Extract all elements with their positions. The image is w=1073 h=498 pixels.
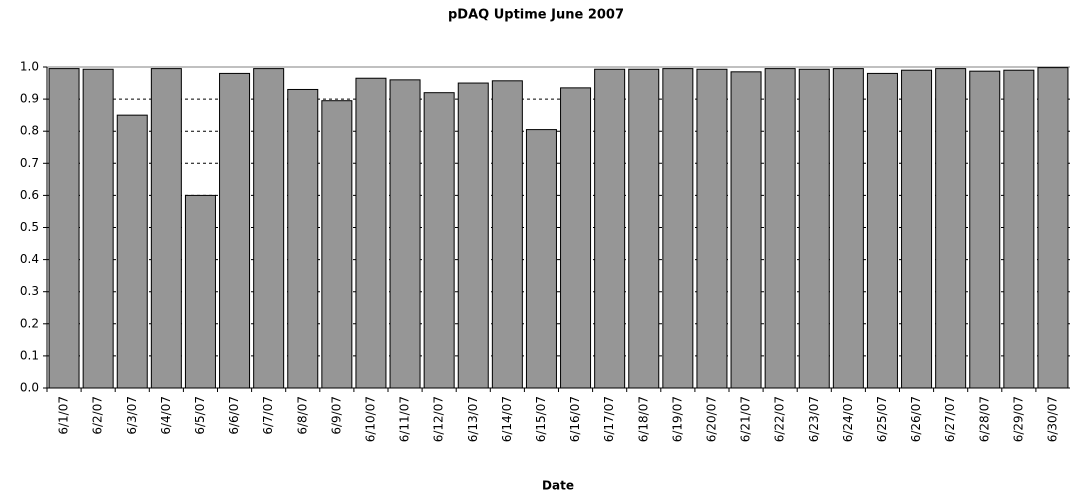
- bar: [219, 72, 251, 389]
- bar: [832, 68, 864, 389]
- bar: [866, 72, 898, 389]
- y-tick-label: 0.4: [20, 252, 39, 266]
- bar: [184, 194, 216, 389]
- bar: [969, 70, 1001, 389]
- bar: [150, 68, 182, 389]
- x-tick-label: 6/22/07: [773, 396, 787, 442]
- x-tick-label: 6/23/07: [807, 396, 821, 442]
- bar: [696, 68, 728, 389]
- x-tick-label: 6/28/07: [977, 396, 991, 442]
- x-tick-label: 6/2/07: [91, 396, 105, 435]
- bar: [48, 68, 80, 389]
- x-tick-label: 6/7/07: [261, 396, 275, 435]
- bar: [287, 88, 319, 389]
- y-tick-label: 0.0: [20, 381, 39, 395]
- y-tick-label: 0.1: [20, 348, 39, 362]
- x-tick-label: 6/16/07: [568, 396, 582, 442]
- bar: [560, 87, 592, 389]
- bar: [901, 69, 933, 389]
- x-tick-label: 6/24/07: [841, 396, 855, 442]
- y-tick-label: 0.5: [20, 220, 39, 234]
- x-tick-label: 6/17/07: [602, 396, 616, 442]
- x-tick-label: 6/20/07: [704, 396, 718, 442]
- x-tick-label: 6/29/07: [1011, 396, 1025, 442]
- bar: [1037, 67, 1069, 389]
- bar: [525, 129, 557, 389]
- bar: [1003, 69, 1035, 389]
- x-tick-label: 6/18/07: [636, 396, 650, 442]
- bar: [82, 68, 114, 389]
- x-tick-label: 6/12/07: [432, 396, 446, 442]
- bar: [730, 71, 762, 389]
- x-tick-label: 6/11/07: [398, 396, 412, 442]
- bar: [355, 77, 387, 389]
- x-tick-label: 6/19/07: [670, 396, 684, 442]
- x-tick-label: 6/3/07: [125, 396, 139, 435]
- bar: [662, 68, 694, 389]
- bar: [389, 79, 421, 389]
- x-tick-label: 6/5/07: [193, 396, 207, 435]
- x-tick-label: 6/21/07: [739, 396, 753, 442]
- x-tick-label: 6/1/07: [57, 396, 71, 435]
- x-axis-title: Date: [542, 479, 574, 493]
- y-tick-label: 0.8: [20, 124, 39, 138]
- x-tick-label: 6/8/07: [295, 396, 309, 435]
- x-tick-label: 6/9/07: [329, 396, 343, 435]
- bar: [116, 114, 148, 389]
- bar: [764, 68, 796, 389]
- x-tick-label: 6/15/07: [534, 396, 548, 442]
- chart-title: pDAQ Uptime June 2007: [448, 8, 624, 23]
- bar: [628, 68, 660, 389]
- y-tick-label: 0.7: [20, 156, 39, 170]
- bar: [423, 92, 455, 389]
- y-tick-label: 0.2: [20, 316, 39, 330]
- bar: [935, 68, 967, 389]
- x-tick-label: 6/30/07: [1045, 396, 1059, 442]
- bar: [798, 68, 830, 389]
- bar: [321, 100, 353, 389]
- x-tick-label: 6/10/07: [363, 396, 377, 442]
- y-tick-label: 0.9: [20, 92, 39, 106]
- y-tick-label: 0.3: [20, 284, 39, 298]
- y-tick-label: 1.0: [20, 60, 39, 74]
- bar: [594, 68, 626, 389]
- bar: [457, 82, 489, 389]
- bar: [491, 80, 523, 389]
- x-tick-label: 6/4/07: [159, 396, 173, 435]
- x-tick-label: 6/6/07: [227, 396, 241, 435]
- x-tick-label: 6/25/07: [875, 396, 889, 442]
- bar: [253, 68, 285, 389]
- x-tick-label: 6/14/07: [500, 396, 514, 442]
- x-tick-label: 6/27/07: [943, 396, 957, 442]
- x-tick-label: 6/26/07: [909, 396, 923, 442]
- x-tick-label: 6/13/07: [466, 396, 480, 442]
- y-tick-label: 0.6: [20, 188, 39, 202]
